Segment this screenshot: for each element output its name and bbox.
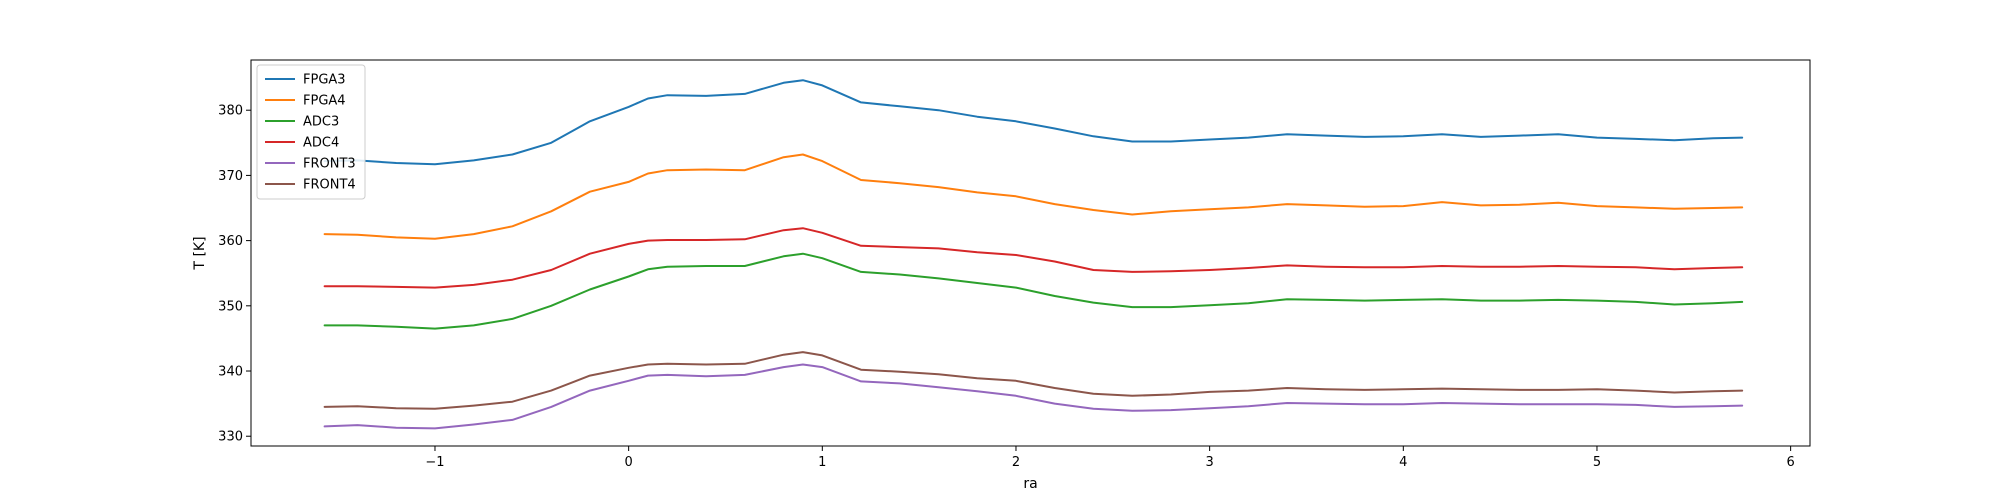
plot-area [250, 59, 1811, 447]
series-line-fpga4 [323, 153, 1744, 240]
y-tick-label: 330 [218, 430, 243, 445]
x-tick-label: 3 [1205, 455, 1213, 470]
x-tick-label: 2 [1012, 455, 1020, 470]
legend-label-fpga4: FPGA4 [303, 94, 346, 109]
series-line-adc4 [323, 227, 1744, 289]
legend-label-adc4: ADC4 [303, 136, 339, 151]
legend-label-adc3: ADC3 [303, 115, 339, 130]
series-line-front3 [323, 363, 1744, 430]
x-axis-label: ra [1023, 476, 1037, 492]
x-tick-label: 5 [1593, 455, 1601, 470]
series-line-adc3 [323, 252, 1744, 330]
x-tick-label: 1 [818, 455, 826, 470]
y-axis: 330 340 350 360 370 380 [218, 104, 251, 445]
series-line-fpga3 [323, 79, 1744, 166]
y-tick-label: 360 [218, 234, 243, 249]
x-axis: −1 0 1 2 3 4 5 6 [425, 446, 1795, 470]
x-tick-label: 6 [1786, 455, 1794, 470]
legend-label-front4: FRONT4 [303, 178, 356, 193]
series-layer [323, 79, 1744, 430]
legend-box [256, 64, 366, 200]
y-tick-label: 340 [218, 365, 243, 380]
y-axis-label: T [K] [192, 236, 208, 270]
legend-label-fpga3: FPGA3 [303, 73, 346, 88]
y-tick-label: 370 [218, 169, 243, 184]
x-tick-label: 4 [1399, 455, 1407, 470]
series-line-front4 [323, 351, 1744, 410]
y-tick-label: 380 [218, 104, 243, 119]
legend-label-front3: FRONT3 [303, 157, 356, 172]
legend: FPGA3 FPGA4 ADC3 ADC4 FRONT3 FRONT4 [256, 64, 366, 200]
y-tick-label: 350 [218, 299, 243, 314]
x-tick-label: 0 [625, 455, 633, 470]
x-tick-label: −1 [425, 455, 444, 470]
